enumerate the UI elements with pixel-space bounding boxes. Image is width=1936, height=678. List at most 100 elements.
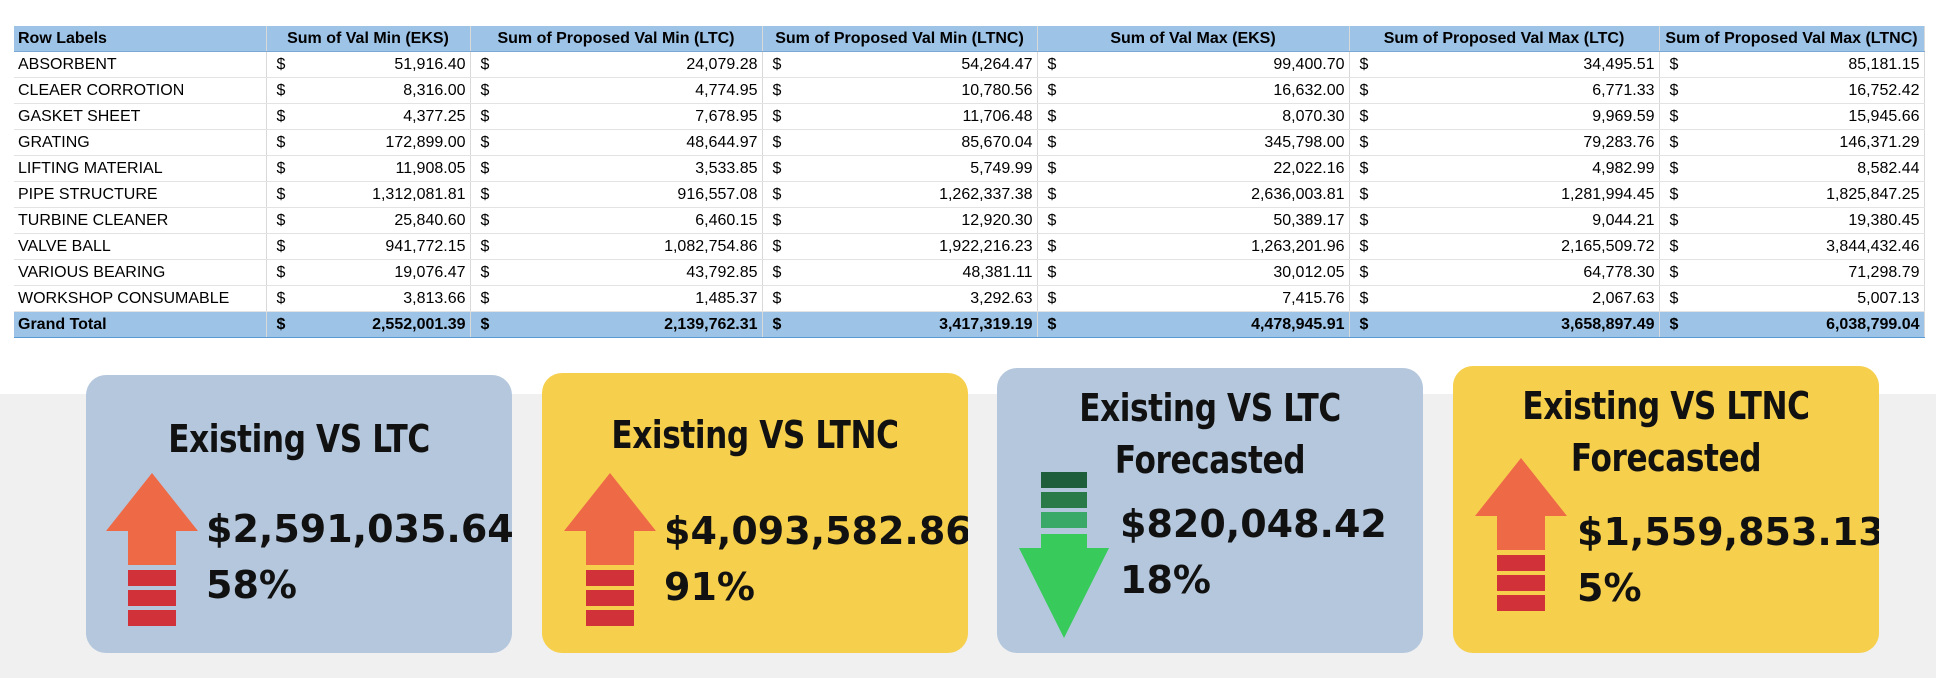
currency-symbol: $: [1047, 211, 1057, 229]
value-cell[interactable]: $3,292.63: [762, 285, 1038, 312]
value-cell[interactable]: $12,920.30: [762, 207, 1038, 234]
value-cell[interactable]: $4,774.95: [470, 77, 763, 104]
value-cell[interactable]: $15,945.66: [1659, 103, 1925, 130]
amount-value: 2,636,003.81: [1251, 185, 1345, 203]
value-cell[interactable]: $1,312,081.81: [266, 181, 471, 208]
value-cell[interactable]: $19,076.47: [266, 259, 471, 286]
value-cell[interactable]: $4,478,945.91: [1037, 311, 1350, 338]
header-proposed-val-min-ltc[interactable]: Sum of Proposed Val Min (LTC): [470, 26, 763, 52]
value-cell[interactable]: $3,844,432.46: [1659, 233, 1925, 260]
currency-symbol: $: [772, 289, 782, 307]
amount-value: 2,165,509.72: [1561, 237, 1655, 255]
value-cell[interactable]: $9,969.59: [1349, 103, 1660, 130]
value-cell[interactable]: $71,298.79: [1659, 259, 1925, 286]
currency-value: $51,916.40: [271, 56, 466, 74]
value-cell[interactable]: $941,772.15: [266, 233, 471, 260]
header-proposed-val-max-ltnc[interactable]: Sum of Proposed Val Max (LTNC): [1659, 26, 1925, 52]
value-cell[interactable]: $7,678.95: [470, 103, 763, 130]
value-cell[interactable]: $85,670.04: [762, 129, 1038, 156]
table-row: VALVE BALL $941,772.15 $1,082,754.86 $1,922…: [14, 233, 1925, 260]
value-cell[interactable]: $85,181.15: [1659, 51, 1925, 78]
row-label[interactable]: VALVE BALL: [14, 233, 267, 260]
value-cell[interactable]: $3,658,897.49: [1349, 311, 1660, 338]
value-cell[interactable]: $48,381.11: [762, 259, 1038, 286]
header-row-labels[interactable]: Row Labels: [14, 26, 267, 52]
value-cell[interactable]: $51,916.40: [266, 51, 471, 78]
value-cell[interactable]: $99,400.70: [1037, 51, 1350, 78]
value-cell[interactable]: $16,632.00: [1037, 77, 1350, 104]
grand-total-label[interactable]: Grand Total: [14, 311, 267, 338]
card-title: Existing VS LTNC: [1491, 380, 1840, 432]
amount-value: 9,044.21: [1592, 211, 1655, 229]
currency-symbol: $: [276, 133, 286, 151]
value-cell[interactable]: $1,281,994.45: [1349, 181, 1660, 208]
row-label[interactable]: LIFTING MATERIAL: [14, 155, 267, 182]
value-cell[interactable]: $345,798.00: [1037, 129, 1350, 156]
header-val-max-eks[interactable]: Sum of Val Max (EKS): [1037, 26, 1350, 52]
value-cell[interactable]: $3,417,319.19: [762, 311, 1038, 338]
value-cell[interactable]: $146,371.29: [1659, 129, 1925, 156]
value-cell[interactable]: $2,139,762.31: [470, 311, 763, 338]
value-cell[interactable]: $43,792.85: [470, 259, 763, 286]
currency-symbol: $: [276, 263, 286, 281]
value-cell[interactable]: $19,380.45: [1659, 207, 1925, 234]
value-cell[interactable]: $2,552,001.39: [266, 311, 471, 338]
value-cell[interactable]: $916,557.08: [470, 181, 763, 208]
value-cell[interactable]: $50,389.17: [1037, 207, 1350, 234]
value-cell[interactable]: $4,377.25: [266, 103, 471, 130]
currency-value: $3,813.66: [271, 290, 466, 308]
value-cell[interactable]: $2,636,003.81: [1037, 181, 1350, 208]
value-cell[interactable]: $1,082,754.86: [470, 233, 763, 260]
value-cell[interactable]: $34,495.51: [1349, 51, 1660, 78]
value-cell[interactable]: $24,079.28: [470, 51, 763, 78]
value-cell[interactable]: $8,582.44: [1659, 155, 1925, 182]
row-label[interactable]: ABSORBENT: [14, 51, 267, 78]
value-cell[interactable]: $25,840.60: [266, 207, 471, 234]
value-cell[interactable]: $1,485.37: [470, 285, 763, 312]
value-cell[interactable]: $64,778.30: [1349, 259, 1660, 286]
value-cell[interactable]: $2,067.63: [1349, 285, 1660, 312]
value-cell[interactable]: $11,706.48: [762, 103, 1038, 130]
value-cell[interactable]: $4,982.99: [1349, 155, 1660, 182]
value-cell[interactable]: $54,264.47: [762, 51, 1038, 78]
value-cell[interactable]: $1,263,201.96: [1037, 233, 1350, 260]
row-label[interactable]: VARIOUS BEARING: [14, 259, 267, 286]
currency-symbol: $: [772, 237, 782, 255]
row-label[interactable]: GRATING: [14, 129, 267, 156]
row-label[interactable]: PIPE STRUCTURE: [14, 181, 267, 208]
row-label[interactable]: TURBINE CLEANER: [14, 207, 267, 234]
header-proposed-val-min-ltnc[interactable]: Sum of Proposed Val Min (LTNC): [762, 26, 1038, 52]
value-cell[interactable]: $10,780.56: [762, 77, 1038, 104]
value-cell[interactable]: $3,533.85: [470, 155, 763, 182]
value-cell[interactable]: $30,012.05: [1037, 259, 1350, 286]
value-cell[interactable]: $6,038,799.04: [1659, 311, 1925, 338]
value-cell[interactable]: $5,007.13: [1659, 285, 1925, 312]
value-cell[interactable]: $9,044.21: [1349, 207, 1660, 234]
header-val-min-eks[interactable]: Sum of Val Min (EKS): [266, 26, 471, 52]
value-cell[interactable]: $22,022.16: [1037, 155, 1350, 182]
header-proposed-val-max-ltc[interactable]: Sum of Proposed Val Max (LTC): [1349, 26, 1660, 52]
value-cell[interactable]: $79,283.76: [1349, 129, 1660, 156]
value-cell[interactable]: $1,922,216.23: [762, 233, 1038, 260]
value-cell[interactable]: $1,825,847.25: [1659, 181, 1925, 208]
amount-value: 24,079.28: [686, 55, 758, 73]
value-cell[interactable]: $3,813.66: [266, 285, 471, 312]
value-cell[interactable]: $1,262,337.38: [762, 181, 1038, 208]
row-label[interactable]: GASKET SHEET: [14, 103, 267, 130]
value-cell[interactable]: $2,165,509.72: [1349, 233, 1660, 260]
currency-value: $1,312,081.81: [271, 186, 466, 204]
value-cell[interactable]: $6,460.15: [470, 207, 763, 234]
row-label[interactable]: CLEAER CORROTION: [14, 77, 267, 104]
currency-value: $7,415.76: [1042, 290, 1345, 308]
value-cell[interactable]: $16,752.42: [1659, 77, 1925, 104]
value-cell[interactable]: $48,644.97: [470, 129, 763, 156]
value-cell[interactable]: $6,771.33: [1349, 77, 1660, 104]
currency-symbol: $: [1359, 159, 1369, 177]
value-cell[interactable]: $8,070.30: [1037, 103, 1350, 130]
value-cell[interactable]: $5,749.99: [762, 155, 1038, 182]
value-cell[interactable]: $172,899.00: [266, 129, 471, 156]
value-cell[interactable]: $11,908.05: [266, 155, 471, 182]
row-label[interactable]: WORKSHOP CONSUMABLE: [14, 285, 267, 312]
value-cell[interactable]: $8,316.00: [266, 77, 471, 104]
value-cell[interactable]: $7,415.76: [1037, 285, 1350, 312]
